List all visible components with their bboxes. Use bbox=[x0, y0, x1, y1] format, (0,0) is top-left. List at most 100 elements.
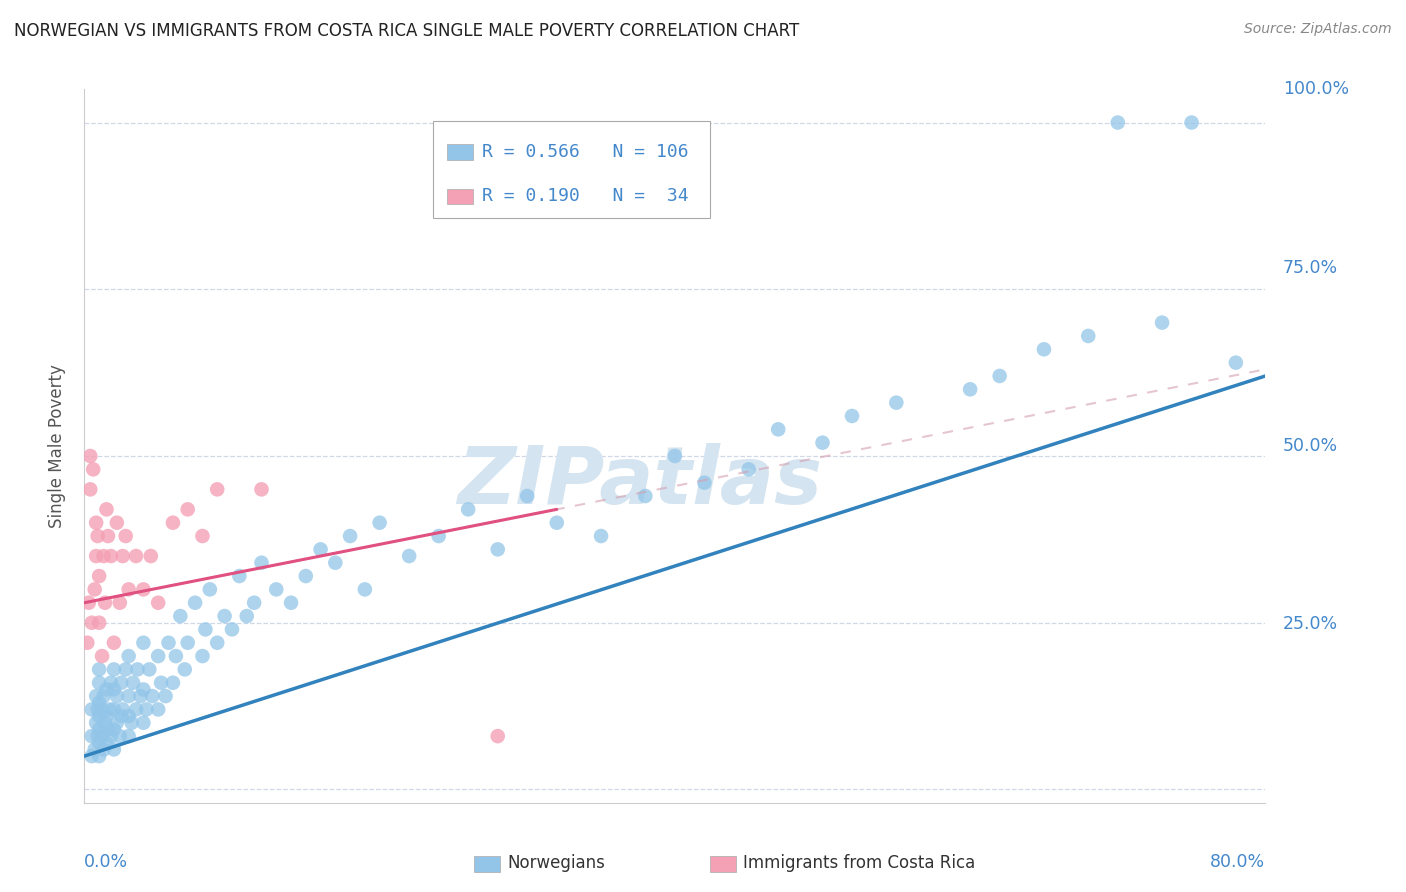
Point bbox=[235, 609, 259, 624]
Point bbox=[93, 549, 115, 563]
Point bbox=[191, 649, 214, 664]
Point bbox=[84, 715, 107, 730]
Point bbox=[354, 582, 377, 597]
Point bbox=[486, 729, 509, 743]
Text: 50.0%: 50.0% bbox=[1284, 437, 1339, 455]
Point bbox=[228, 569, 250, 583]
Point bbox=[243, 596, 266, 610]
Point bbox=[177, 636, 200, 650]
Point bbox=[108, 729, 131, 743]
Point bbox=[1107, 115, 1129, 129]
Text: R = 0.190   N =  34: R = 0.190 N = 34 bbox=[482, 187, 689, 205]
Point bbox=[87, 709, 111, 723]
Point bbox=[959, 382, 981, 396]
Point bbox=[103, 702, 125, 716]
Text: Source: ZipAtlas.com: Source: ZipAtlas.com bbox=[1244, 22, 1392, 37]
Text: 0.0%: 0.0% bbox=[84, 853, 128, 871]
Point bbox=[103, 682, 125, 697]
FancyBboxPatch shape bbox=[474, 856, 501, 872]
Point bbox=[96, 682, 118, 697]
FancyBboxPatch shape bbox=[433, 121, 710, 218]
Point bbox=[139, 549, 162, 563]
Point bbox=[135, 702, 157, 716]
Point bbox=[87, 736, 111, 750]
Point bbox=[83, 742, 105, 756]
FancyBboxPatch shape bbox=[710, 856, 737, 872]
Point bbox=[93, 742, 115, 756]
Point bbox=[93, 689, 115, 703]
Y-axis label: Single Male Poverty: Single Male Poverty bbox=[48, 364, 66, 528]
Point bbox=[132, 682, 155, 697]
Text: R = 0.566   N = 106: R = 0.566 N = 106 bbox=[482, 143, 689, 161]
Point bbox=[80, 729, 103, 743]
Point bbox=[486, 542, 509, 557]
FancyBboxPatch shape bbox=[447, 145, 472, 160]
Point bbox=[368, 516, 391, 530]
Point bbox=[398, 549, 420, 563]
Point bbox=[118, 689, 141, 703]
Point bbox=[148, 702, 170, 716]
Point bbox=[84, 689, 107, 703]
Point bbox=[87, 723, 111, 737]
Point bbox=[118, 649, 141, 664]
Point bbox=[129, 689, 152, 703]
Point bbox=[105, 516, 128, 530]
Point bbox=[110, 709, 132, 723]
Point bbox=[118, 709, 141, 723]
Point bbox=[1077, 329, 1099, 343]
Point bbox=[693, 475, 716, 490]
Point bbox=[184, 596, 207, 610]
Text: 75.0%: 75.0% bbox=[1284, 259, 1339, 277]
Point bbox=[82, 462, 104, 476]
Point bbox=[148, 596, 170, 610]
Point bbox=[80, 749, 103, 764]
Text: Immigrants from Costa Rica: Immigrants from Costa Rica bbox=[744, 854, 976, 871]
Point bbox=[87, 615, 111, 630]
Point bbox=[457, 502, 479, 516]
Point bbox=[83, 582, 105, 597]
Point bbox=[80, 615, 103, 630]
Point bbox=[191, 529, 214, 543]
Text: 25.0%: 25.0% bbox=[1284, 615, 1339, 633]
Point bbox=[114, 662, 136, 676]
Point bbox=[841, 409, 863, 423]
Point bbox=[86, 529, 108, 543]
Point bbox=[162, 675, 184, 690]
Point bbox=[118, 729, 141, 743]
Point bbox=[87, 696, 111, 710]
Point bbox=[988, 368, 1011, 383]
Text: Norwegians: Norwegians bbox=[508, 854, 605, 871]
Point bbox=[194, 623, 217, 637]
Point bbox=[94, 596, 117, 610]
Point bbox=[155, 689, 177, 703]
Point bbox=[634, 489, 657, 503]
Point bbox=[98, 702, 121, 716]
Point bbox=[132, 636, 155, 650]
Point bbox=[250, 556, 273, 570]
Point bbox=[79, 483, 101, 497]
Text: 100.0%: 100.0% bbox=[1284, 80, 1350, 98]
Point bbox=[111, 549, 134, 563]
Point bbox=[110, 675, 132, 690]
Point bbox=[339, 529, 361, 543]
Point bbox=[1150, 316, 1173, 330]
Point bbox=[121, 715, 143, 730]
Point bbox=[105, 689, 128, 703]
Text: NORWEGIAN VS IMMIGRANTS FROM COSTA RICA SINGLE MALE POVERTY CORRELATION CHART: NORWEGIAN VS IMMIGRANTS FROM COSTA RICA … bbox=[14, 22, 799, 40]
Point bbox=[738, 462, 761, 476]
Point bbox=[295, 569, 318, 583]
Point bbox=[94, 715, 117, 730]
Point bbox=[103, 742, 125, 756]
Point bbox=[103, 723, 125, 737]
Point bbox=[148, 649, 170, 664]
Point bbox=[280, 596, 302, 610]
FancyBboxPatch shape bbox=[447, 188, 472, 204]
Point bbox=[91, 702, 114, 716]
Point bbox=[86, 702, 108, 716]
Point bbox=[87, 662, 111, 676]
Point bbox=[86, 729, 108, 743]
Point bbox=[427, 529, 450, 543]
Point bbox=[114, 529, 136, 543]
Point bbox=[84, 516, 107, 530]
Point bbox=[173, 662, 195, 676]
